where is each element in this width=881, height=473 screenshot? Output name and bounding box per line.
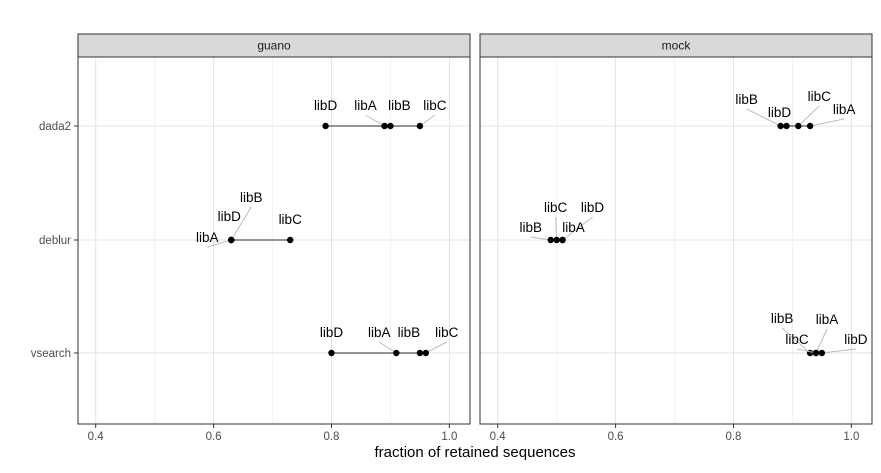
point-label-libC: libC xyxy=(785,332,809,347)
point-label-libA: libA xyxy=(816,312,839,327)
y-tick-label: vsearch xyxy=(31,348,71,360)
point-label-libB: libB xyxy=(398,325,421,340)
label-leader-line xyxy=(562,216,593,241)
label-leader-line xyxy=(530,236,551,241)
data-point-libA xyxy=(806,122,814,130)
facet-strip-label: mock xyxy=(662,39,692,53)
point-label-libD: libD xyxy=(844,332,868,347)
point-label-libD: libD xyxy=(581,200,605,215)
x-axis-title: fraction of retained sequences xyxy=(375,444,576,461)
data-point-libC xyxy=(795,122,802,130)
point-label-libC: libC xyxy=(808,89,832,104)
data-point-libC xyxy=(553,236,560,244)
data-point-libA xyxy=(812,349,820,357)
point-label-libA: libA xyxy=(368,325,391,340)
facet-strip-label: guano xyxy=(257,39,291,53)
data-point-libB xyxy=(228,236,235,244)
data-point-libD xyxy=(783,122,790,130)
label-leader-line xyxy=(379,341,397,354)
label-leader-line xyxy=(746,108,781,127)
label-leader-line xyxy=(797,105,820,127)
point-label-libD: libD xyxy=(320,325,344,340)
data-point-libD xyxy=(322,122,329,130)
point-label-libB: libB xyxy=(388,98,411,113)
data-point-libB xyxy=(547,236,554,244)
data-point-libC xyxy=(422,349,429,357)
data-point-libB xyxy=(777,122,784,130)
label-leader-line xyxy=(815,328,828,354)
x-tick-label: 0.6 xyxy=(206,431,222,443)
point-label-libC: libC xyxy=(435,325,459,340)
label-leader-line xyxy=(796,348,817,354)
y-tick-label: dada2 xyxy=(39,121,71,133)
point-label-libB: libB xyxy=(771,311,794,326)
data-point-libA xyxy=(381,122,388,130)
data-point-libB xyxy=(806,349,814,357)
data-point-libA xyxy=(393,349,400,357)
point-label-libB: libB xyxy=(519,220,542,235)
x-tick-label: 0.4 xyxy=(88,431,105,443)
point-label-libD: libD xyxy=(768,105,792,120)
label-leader-line xyxy=(821,348,856,354)
x-tick-label: 1.0 xyxy=(441,431,457,443)
point-label-libC: libC xyxy=(423,98,447,113)
point-label-libA: libA xyxy=(833,102,856,117)
x-tick-label: 0.8 xyxy=(725,431,741,443)
y-tick-label: deblur xyxy=(39,235,71,247)
data-point-libD xyxy=(818,349,826,357)
data-point-libC xyxy=(287,236,294,244)
x-tick-label: 0.8 xyxy=(323,431,339,443)
data-point-libB xyxy=(416,349,424,357)
point-label-libD: libD xyxy=(314,98,338,113)
facet-guano: guano 0.4 0.6 0.8 1.0 libD libA libB libC libA lib… xyxy=(77,33,471,443)
data-point-libA xyxy=(559,236,566,244)
point-label-libD: libD xyxy=(218,209,242,224)
x-tick-label: 0.6 xyxy=(608,431,624,443)
label-leader-line xyxy=(365,114,385,127)
data-point-libD xyxy=(328,349,335,357)
point-label-libC: libC xyxy=(544,200,568,215)
facet-strip xyxy=(77,33,471,58)
label-leader-line xyxy=(781,327,811,354)
point-label-libB: libB xyxy=(735,92,758,107)
data-point-libC xyxy=(416,122,424,130)
data-point-libB xyxy=(387,122,394,130)
x-tick-label: 1.0 xyxy=(843,431,859,443)
point-label-libA: libA xyxy=(196,230,219,245)
label-leader-line xyxy=(810,118,845,127)
point-label-libC: libC xyxy=(279,212,303,227)
point-label-libA: libA xyxy=(354,98,377,113)
facet-strip xyxy=(479,33,873,58)
x-tick-label: 0.4 xyxy=(490,431,507,443)
label-leader-line xyxy=(207,239,232,248)
label-leader-line xyxy=(425,341,448,354)
label-leader-line xyxy=(555,216,558,241)
point-label-libB: libB xyxy=(240,190,263,205)
label-leader-line xyxy=(230,206,252,241)
point-label-libA: libA xyxy=(562,220,585,235)
